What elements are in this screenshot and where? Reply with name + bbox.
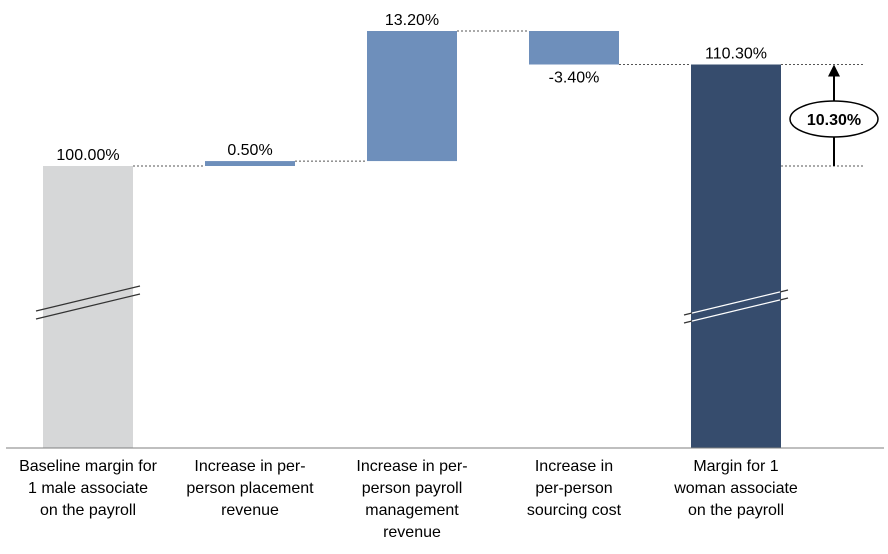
category-label-2: person placement [186,480,314,497]
category-label-3: Increase in per- [356,458,467,475]
axis-break-mark [779,289,789,293]
category-label-1: on the payroll [40,502,136,519]
axis-break-mark [683,289,789,316]
category-label-3: revenue [383,524,441,541]
category-label-5: Margin for 1 [693,458,778,475]
category-label-5: woman associate [673,480,798,497]
axis-break-mark [683,312,693,316]
value-label-2: 0.50% [227,142,272,159]
category-label-5: on the payroll [688,502,784,519]
value-label-5: 110.30% [705,46,767,63]
category-label-1: Baseline margin for [19,458,158,475]
axis-break-mark [35,285,141,312]
axis-break-mark [683,320,693,324]
callout-arrow-head [828,64,840,77]
callout-ellipse [789,100,879,138]
axis-break-mark [683,297,789,324]
category-label-1: 1 male associate [28,480,148,497]
callout-label: 10.30% [807,112,861,129]
category-label-3: management [365,502,459,519]
bar-110-30- [691,64,781,448]
value-label-1: 100.00% [56,147,119,164]
category-label-4: Increase in [535,458,613,475]
axis-break-mark [35,293,141,320]
axis-break-mark [779,297,789,301]
category-label-4: sourcing cost [527,502,622,519]
bar-13-20- [367,31,457,162]
category-label-2: revenue [221,502,279,519]
category-label-3: person payroll [362,480,463,497]
category-label-2: Increase in per- [194,458,305,475]
value-label-4: -3.40% [549,70,600,87]
value-label-3: 13.20% [385,12,439,29]
bar--3-40- [529,31,619,65]
category-label-4: per-person [535,480,612,497]
bar-0-50- [205,161,295,166]
